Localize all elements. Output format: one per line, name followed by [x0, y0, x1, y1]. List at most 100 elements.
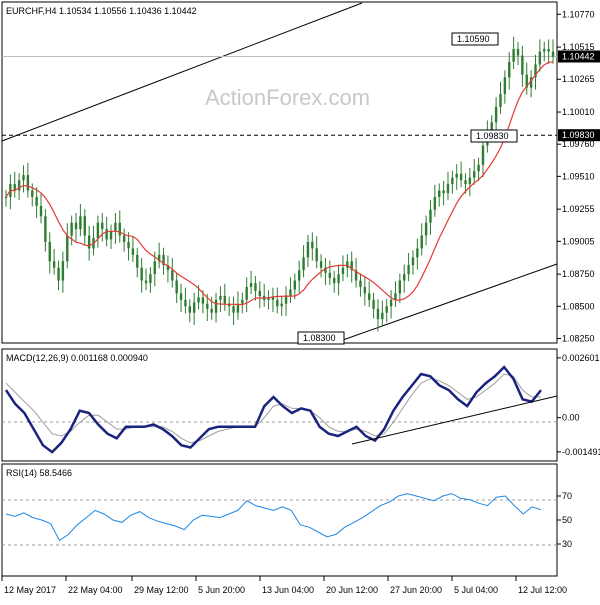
candle-body	[140, 267, 143, 281]
candle-body	[341, 267, 345, 275]
candle-body	[538, 51, 542, 65]
candle-body	[302, 257, 305, 271]
candle-body	[149, 274, 152, 284]
candle-body	[381, 312, 384, 320]
macd-title: MACD(12,26,9) 0.001168 0.000940	[6, 353, 148, 363]
candle-body	[534, 64, 537, 78]
candle-body	[192, 302, 196, 313]
price-tick-label: 1.10515	[562, 42, 595, 52]
annotation-box	[451, 32, 499, 46]
candle-body	[468, 177, 472, 185]
candle-body	[451, 177, 454, 185]
candle-body	[4, 196, 8, 198]
candle-body	[319, 261, 323, 268]
candle-body	[214, 299, 218, 313]
x-tick-label: 29 May 12:00	[134, 585, 189, 595]
candle-body	[249, 283, 253, 287]
candle-body	[333, 277, 336, 284]
annotation-label: 1.08300	[303, 333, 336, 343]
candle-body	[271, 297, 275, 300]
candle-body	[70, 222, 73, 236]
candle-body	[206, 303, 209, 309]
x-tick-label: 22 May 04:00	[68, 585, 123, 595]
price-tick-label: 1.10010	[562, 107, 595, 117]
candle-body	[354, 270, 358, 281]
price-axis: 1.10770 1.10515 1.10265 1.10010 1.09760 1.095…	[557, 9, 600, 343]
candle-body	[306, 241, 310, 258]
candle-body	[39, 205, 43, 217]
candle-body	[267, 297, 270, 300]
macd-panel	[1, 348, 558, 462]
candle-body	[197, 297, 200, 303]
candle-body	[547, 49, 550, 52]
candle-body	[219, 295, 222, 300]
candle-body	[376, 308, 380, 320]
candle-body	[118, 222, 121, 236]
candle-body	[44, 216, 47, 242]
candle-body	[508, 61, 511, 78]
candle-body	[363, 286, 367, 294]
candle-body	[398, 280, 402, 294]
candle-body	[389, 299, 393, 307]
candle-body	[131, 248, 135, 255]
candle-body	[293, 280, 297, 290]
rsi-tick-label: 70	[562, 491, 572, 501]
candle-body	[171, 270, 174, 281]
candle-body	[429, 209, 432, 223]
candle-body	[17, 180, 21, 191]
candle-body	[162, 254, 165, 266]
last-price-label: 1.10442	[562, 51, 595, 61]
candle-body	[477, 164, 480, 172]
macd-trendline	[351, 395, 558, 445]
x-tick-label: 5 Jun 20:00	[198, 585, 245, 595]
candle-body	[57, 267, 60, 281]
candle-body	[35, 196, 38, 206]
price-annotations: 1.10590 1.09830 1.08300	[297, 32, 518, 345]
macd-tick-label: 0.002601	[562, 353, 600, 363]
candle-body	[188, 306, 191, 313]
candle-body	[543, 49, 546, 52]
macd-signal-line	[5, 373, 541, 444]
candle-body	[13, 184, 16, 191]
candle-body	[127, 241, 130, 249]
candle-body	[490, 122, 493, 133]
candle-body	[525, 74, 528, 88]
candle-body	[79, 216, 82, 230]
upper-channel-line	[1, 2, 363, 142]
price-tick-label: 1.08750	[562, 269, 595, 279]
candle-body	[232, 306, 235, 313]
annotation-label: 1.10590	[457, 34, 490, 44]
x-tick-label: 12 Jul 12:00	[518, 585, 567, 595]
candle-body	[61, 261, 65, 281]
candle-body	[74, 222, 78, 230]
candle-body	[109, 231, 113, 240]
candle-body	[101, 222, 104, 230]
macd-tick-label: 0.00	[562, 413, 580, 423]
candle-body	[52, 261, 56, 268]
candle-body	[385, 306, 388, 313]
rsi-line	[5, 493, 542, 542]
candle-body	[31, 190, 34, 197]
price-title: EURCHF,H4 1.10534 1.10556 1.10436 1.1044…	[6, 6, 197, 16]
rsi-title: RSI(14) 58.5466	[6, 468, 72, 478]
candle-body	[236, 303, 240, 313]
price-tick-label: 1.09510	[562, 171, 595, 181]
candle-body	[411, 257, 415, 266]
candle-body	[227, 303, 231, 307]
candle-body	[136, 254, 139, 268]
x-tick-label: 20 Jun 12:00	[326, 585, 378, 595]
candle-body	[201, 297, 205, 304]
x-tick-label: 27 Jun 20:00	[390, 585, 442, 595]
candle-body	[166, 265, 170, 271]
candle-body	[280, 303, 283, 307]
candle-body	[254, 283, 257, 291]
candle-body	[403, 274, 406, 281]
candle-body	[516, 49, 520, 56]
candle-body	[459, 173, 463, 181]
candle-body	[289, 289, 292, 296]
candle-body	[499, 94, 502, 107]
candle-body	[210, 308, 213, 313]
candle-body	[407, 265, 410, 275]
candle-body	[521, 55, 524, 75]
price-tick-label: 1.09005	[562, 236, 595, 246]
